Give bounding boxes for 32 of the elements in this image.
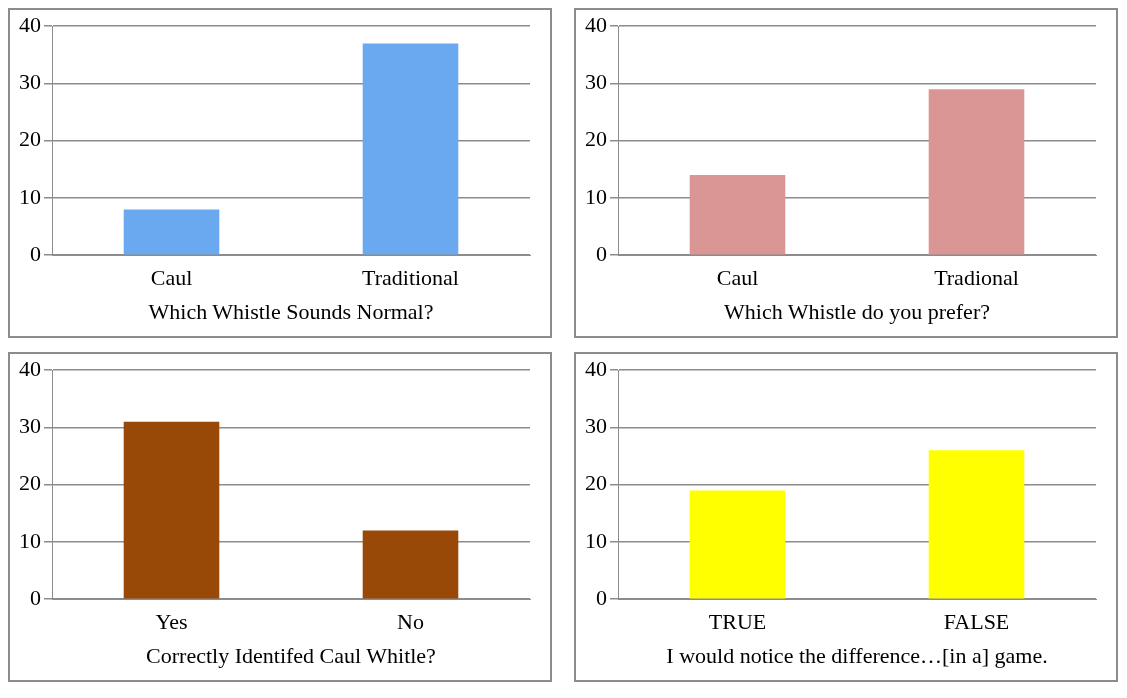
x-axis-title: I would notice the difference…[in a] game. (666, 642, 1048, 668)
y-tick-label: 40 (585, 355, 607, 381)
y-tick-label: 20 (585, 470, 607, 496)
x-tick-label: Yes (155, 609, 188, 635)
y-tick-label: 10 (585, 527, 607, 553)
y-tick-label: 10 (585, 183, 607, 209)
x-tick-label: Caul (150, 265, 193, 291)
y-tick-label: 0 (30, 584, 41, 610)
x-tick-label: Tradional (934, 265, 1019, 291)
y-tick-label: 20 (19, 470, 41, 496)
x-tick-label: FALSE (943, 609, 1010, 635)
y-tick-label: 30 (585, 69, 607, 95)
y-tick-label: 30 (19, 413, 41, 439)
y-tick-label: 40 (585, 11, 607, 37)
y-tick-label: 0 (596, 240, 607, 266)
y-tick-label: 0 (30, 240, 41, 266)
x-axis-title: Which Whistle Sounds Normal? (148, 298, 434, 324)
x-tick-label: Caul (716, 265, 759, 291)
y-tick-label: 40 (19, 11, 41, 37)
y-tick-label: 30 (585, 413, 607, 439)
x-tick-label: Traditional (362, 265, 459, 291)
x-axis-title: Correctly Identifed Caul Whitle? (146, 642, 436, 668)
y-tick-label: 20 (19, 126, 41, 152)
x-tick-label: TRUE (708, 609, 767, 635)
x-axis-title: Which Whistle do you prefer? (724, 298, 990, 324)
y-tick-label: 0 (596, 584, 607, 610)
x-tick-label: No (397, 609, 424, 635)
y-tick-label: 30 (19, 69, 41, 95)
y-tick-label: 10 (19, 183, 41, 209)
y-tick-label: 40 (19, 355, 41, 381)
y-tick-label: 10 (19, 527, 41, 553)
y-tick-label: 20 (585, 126, 607, 152)
